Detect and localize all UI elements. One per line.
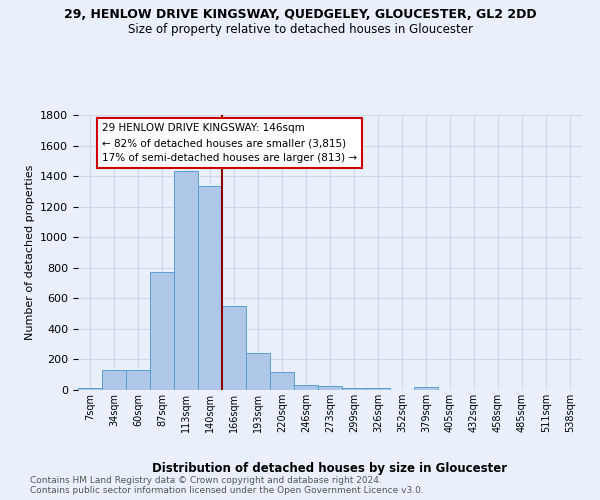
Bar (342, 388, 366, 390)
Bar (246, 352, 270, 390)
Bar (414, 387, 438, 390)
Bar (126, 370, 150, 390)
Bar (198, 186, 222, 390)
Y-axis label: Number of detached properties: Number of detached properties (25, 165, 35, 340)
Text: Distribution of detached houses by size in Gloucester: Distribution of detached houses by size … (152, 462, 508, 475)
Bar (366, 388, 390, 390)
Bar (270, 372, 294, 390)
Bar (222, 306, 246, 390)
Text: Size of property relative to detached houses in Gloucester: Size of property relative to detached ho… (128, 22, 473, 36)
Text: 29, HENLOW DRIVE KINGSWAY, QUEDGELEY, GLOUCESTER, GL2 2DD: 29, HENLOW DRIVE KINGSWAY, QUEDGELEY, GL… (64, 8, 536, 20)
Bar (102, 370, 126, 390)
Bar (174, 171, 198, 390)
Text: 29 HENLOW DRIVE KINGSWAY: 146sqm
← 82% of detached houses are smaller (3,815)
17: 29 HENLOW DRIVE KINGSWAY: 146sqm ← 82% o… (102, 124, 357, 163)
Bar (78, 388, 102, 390)
Bar (318, 386, 342, 390)
Text: Contains HM Land Registry data © Crown copyright and database right 2024.
Contai: Contains HM Land Registry data © Crown c… (30, 476, 424, 495)
Bar (150, 272, 174, 390)
Bar (294, 384, 318, 390)
